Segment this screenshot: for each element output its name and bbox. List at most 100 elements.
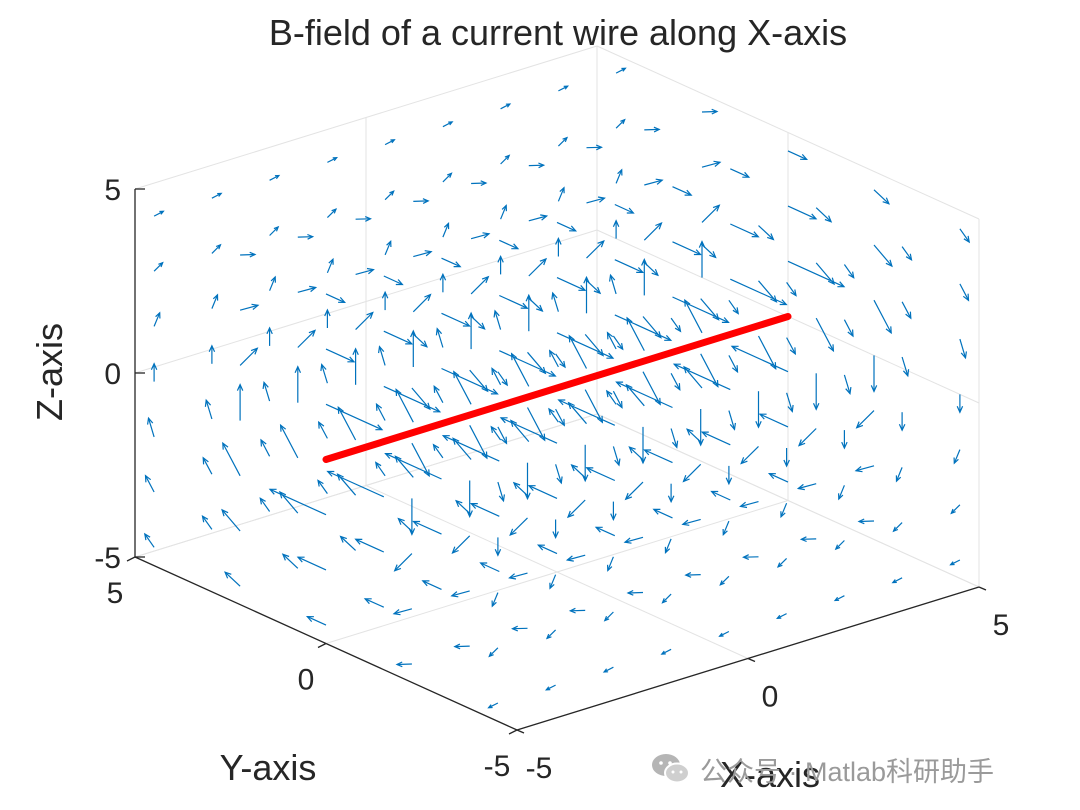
arrow-head	[500, 436, 508, 445]
arrow-head	[480, 180, 488, 187]
field-arrow	[355, 216, 372, 222]
field-arrow	[682, 463, 702, 483]
field-arrow	[739, 501, 759, 509]
field-arrow	[296, 556, 327, 571]
arrow-head	[787, 404, 794, 413]
field-arrow	[728, 355, 739, 374]
field-arrow	[728, 299, 740, 315]
field-arrow	[494, 537, 502, 557]
field-arrow	[324, 308, 331, 328]
arrow-head	[158, 261, 164, 268]
arrow-head	[963, 235, 971, 244]
arrow-shaft	[500, 417, 558, 444]
field-arrow	[500, 154, 511, 165]
arrow-shaft	[959, 338, 967, 359]
field-arrow	[775, 613, 787, 619]
field-arrow	[500, 103, 512, 110]
arrow-head	[616, 400, 623, 409]
arrow-head	[490, 425, 497, 434]
field-arrow	[410, 329, 417, 367]
arrow-shaft	[606, 332, 617, 350]
arrow-head	[620, 118, 626, 125]
field-arrow	[586, 144, 603, 151]
arrow-head	[508, 573, 517, 580]
field-arrow	[642, 371, 661, 406]
arrow-shaft	[269, 488, 327, 516]
field-arrow	[374, 461, 386, 477]
field-arrow	[855, 410, 875, 429]
arrow-head	[780, 511, 786, 519]
arrow-shaft	[317, 480, 328, 494]
field-arrow	[544, 684, 556, 691]
arrow-shaft	[624, 536, 644, 543]
arrow-shaft	[144, 533, 155, 548]
arrow-head	[501, 204, 507, 212]
arrow-shaft	[470, 233, 490, 240]
field-arrow	[776, 557, 788, 568]
field-arrow	[240, 251, 257, 258]
field-arrow	[412, 520, 442, 535]
arrow-shaft	[552, 292, 559, 312]
arrow-shaft	[731, 345, 789, 373]
arrow-head	[273, 225, 280, 232]
arrow-head	[294, 365, 302, 373]
arrow-shaft	[153, 210, 164, 217]
field-arrow	[603, 611, 614, 622]
arrow-shaft	[615, 119, 626, 129]
chart-title: B-field of a current wire along X-axis	[269, 12, 847, 53]
arrow-shaft	[433, 386, 444, 403]
arrow-head	[493, 309, 500, 318]
field-arrow	[730, 278, 788, 306]
field-arrow	[511, 625, 528, 632]
arrow-head	[654, 397, 661, 406]
field-arrow	[297, 329, 317, 348]
arrow-head	[674, 325, 682, 333]
arrow-head	[424, 250, 433, 257]
field-arrow	[512, 481, 530, 498]
field-arrow	[815, 317, 835, 353]
arrow-head	[596, 415, 604, 424]
arrow-head	[612, 219, 620, 227]
arrow-head	[855, 421, 864, 429]
arrow-head	[260, 438, 267, 447]
arrow-shaft	[556, 277, 586, 291]
arrow-head	[636, 267, 645, 273]
arrow-shaft	[393, 608, 413, 615]
arrow-shaft	[701, 161, 721, 168]
arrow-head	[740, 457, 748, 465]
arrow-head	[144, 474, 152, 483]
field-arrow	[455, 499, 472, 516]
arrow-head	[812, 403, 820, 411]
arrow-shaft	[950, 504, 961, 514]
arrow-head	[834, 544, 841, 551]
field-arrow	[392, 608, 413, 616]
field-arrow	[202, 456, 213, 475]
field-arrow	[953, 449, 961, 465]
arrow-shaft	[469, 314, 486, 330]
field-arrow	[834, 540, 845, 551]
arrow-shaft	[612, 390, 623, 408]
arrow-shaft	[385, 453, 442, 480]
field-arrow	[479, 562, 500, 573]
arrow-head	[347, 356, 356, 363]
x-tick-mark	[747, 657, 756, 663]
field-arrow	[701, 108, 719, 115]
field-arrow	[393, 553, 413, 572]
arrow-head	[545, 633, 552, 640]
arrow-head	[392, 609, 401, 616]
arrow-shaft	[728, 410, 736, 430]
arrow-shaft	[355, 312, 374, 331]
arrow-shaft	[413, 251, 432, 258]
arrow-head	[898, 423, 906, 432]
arrow-head	[332, 157, 339, 162]
arrow-head	[610, 513, 617, 522]
field-arrow	[605, 389, 617, 405]
arrow-head	[482, 232, 491, 239]
arrow-shaft	[453, 371, 472, 405]
arrow-head	[664, 334, 673, 341]
arrow-head	[453, 643, 461, 650]
arrow-head	[488, 651, 494, 658]
arrow-head	[378, 345, 385, 354]
arrow-head	[551, 291, 558, 300]
arrow-shaft	[441, 367, 498, 395]
